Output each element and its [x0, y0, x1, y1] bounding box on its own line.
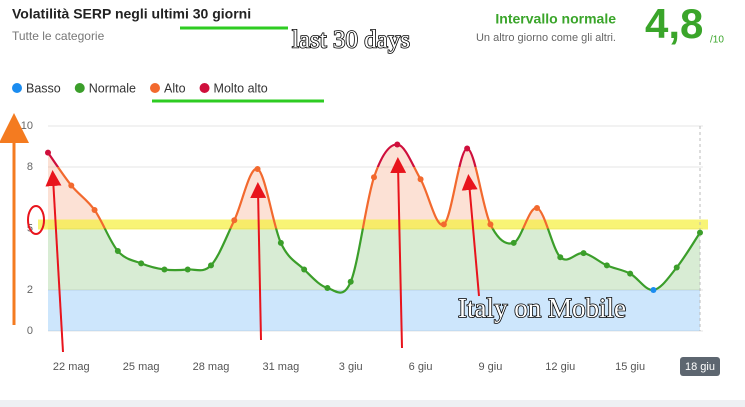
- point: [114, 248, 121, 255]
- circle-annotation: [27, 205, 45, 235]
- point: [510, 239, 517, 246]
- point: [673, 264, 680, 271]
- arrow: [461, 174, 480, 297]
- x-tick-label: 15 giu: [615, 361, 645, 373]
- point: [487, 221, 494, 228]
- status-note: Un altro giorno come gli altri.: [476, 32, 616, 44]
- legend-label: Alto: [164, 81, 186, 95]
- point: [277, 239, 284, 246]
- annotation: Italy on Mobile: [458, 293, 626, 323]
- legend-swatch: [12, 83, 22, 93]
- score-max: /10: [710, 35, 724, 46]
- point: [45, 149, 51, 156]
- legend-swatch: [150, 83, 160, 93]
- point: [371, 174, 377, 181]
- x-tick-label: 3 giu: [339, 361, 363, 373]
- legend-swatch: [199, 83, 210, 93]
- legend-label: Basso: [26, 81, 61, 95]
- y-tick-label: 10: [21, 120, 33, 132]
- point: [91, 207, 98, 214]
- point: [417, 176, 424, 183]
- point: [580, 250, 587, 257]
- point: [254, 166, 261, 173]
- highlight: [38, 219, 708, 230]
- point: [184, 266, 191, 273]
- point: [603, 262, 610, 269]
- x-tick-label: 31 mag: [263, 361, 300, 373]
- subtitle: Tutte le categorie: [12, 29, 105, 43]
- title: Volatilità SERP negli ultimi 30 giorni: [12, 6, 251, 22]
- status: Intervallo normale: [495, 11, 616, 27]
- point: [301, 266, 308, 273]
- y-tick-label: 0: [27, 325, 33, 337]
- point: [650, 287, 657, 293]
- annotation: last 30 days: [292, 27, 410, 54]
- point: [138, 260, 145, 267]
- x-tick-label: 25 mag: [123, 361, 160, 373]
- y-tick-label: 2: [27, 284, 33, 296]
- point: [627, 270, 634, 277]
- point: [231, 217, 238, 224]
- point: [324, 284, 331, 291]
- legend-label: Molto alto: [214, 81, 268, 95]
- legend-swatch: [74, 83, 85, 93]
- point: [464, 145, 471, 152]
- point: [557, 254, 564, 261]
- point: [394, 141, 401, 148]
- arrow: [45, 170, 64, 353]
- x-tick-label: 18 giu: [685, 361, 715, 373]
- point: [347, 278, 354, 285]
- x-tick-label: 12 giu: [545, 361, 575, 373]
- point: [440, 221, 447, 228]
- x-label-badge: [680, 357, 720, 376]
- point: [208, 262, 214, 269]
- score: 4,8: [645, 0, 703, 47]
- x-tick-label: 6 giu: [409, 361, 433, 373]
- x-tick-label: 9 giu: [478, 361, 502, 373]
- x-tick-label: 22 mag: [53, 361, 90, 373]
- x-tick-label: 28 mag: [193, 361, 230, 373]
- arrow: [250, 182, 267, 341]
- point: [534, 205, 540, 211]
- point: [161, 266, 168, 273]
- arrow: [390, 157, 407, 349]
- point: [68, 182, 75, 189]
- card-footer: [0, 400, 745, 407]
- band-low: [48, 290, 700, 331]
- point: [697, 229, 703, 236]
- y-tick-label: 8: [27, 161, 33, 173]
- legend-label: Normale: [89, 81, 136, 95]
